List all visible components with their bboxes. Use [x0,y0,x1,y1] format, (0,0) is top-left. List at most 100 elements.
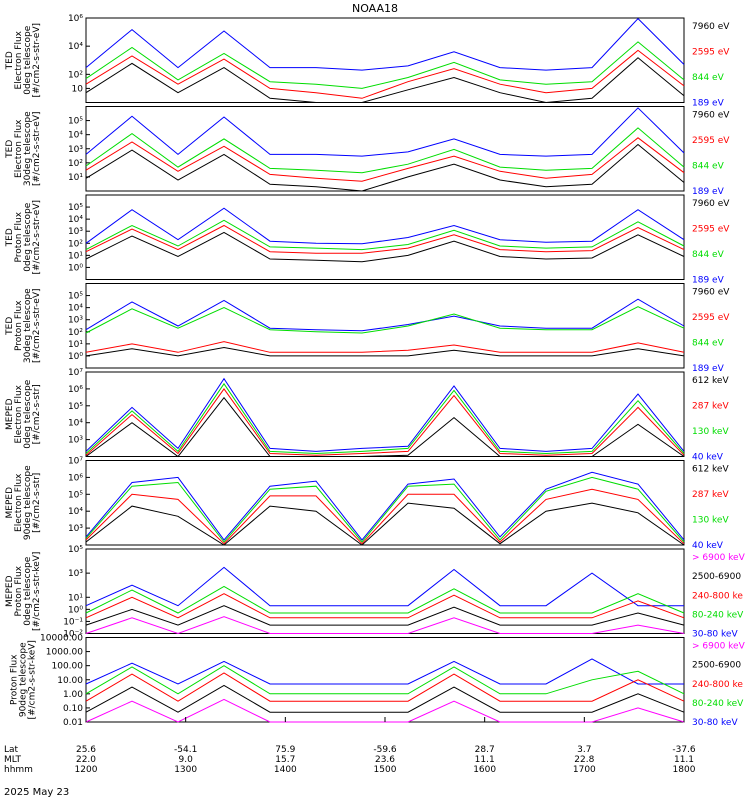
series-line-magenta [85,616,685,635]
y-tick-label: 10³ [68,227,83,237]
y-tick-label: 10000.00 [40,634,83,644]
legend-entry: 30-80 keV [692,718,738,728]
footer-hhmm-value: 1300 [174,765,197,775]
series-line-green [85,585,685,614]
y-tick-label: 1.00 [63,690,83,700]
y-axis-label: MEPED [5,398,15,430]
y-axis-label: [#/cm2-s-str-eV] [32,111,42,186]
series-line-black [85,57,685,104]
y-axis-label: [#/cm2-s-str-eV] [32,23,42,98]
y-tick-label: 10⁷ [68,457,83,467]
series-line-black [85,346,685,357]
legend-entry: 40 keV [692,541,724,551]
series-line-black [85,143,685,192]
footer-lat-value: 3.7 [577,745,591,755]
y-axis-label: Proton Flux [14,211,24,262]
series-line-red [85,388,685,456]
panel-frame [85,17,685,103]
y-tick-label: 10⁵ [68,545,83,555]
series-line-red [85,224,685,254]
panel-5: 10³ 10⁴ 10⁵ 10⁶ 10⁷ MEPED Electron Flux 0deg te… [5,368,729,463]
series-line-green [85,127,685,174]
panel-1: 10 10² 10⁴ 10⁶ TED Electron Flux 0deg telescop… [5,14,730,109]
y-tick-label: 10⁵ [68,490,83,500]
y-tick-label: 10¹ [68,593,83,603]
footer-mlt-value: 22.8 [574,755,594,765]
legend-entry: 2595 eV [692,48,730,58]
legend-entry: 30-80 keV [692,630,738,640]
y-axis-label: 0deg telescope [23,202,33,272]
y-axis-label: [#/cm2-s-str-eV] [32,288,42,363]
panel-4: 10⁰ 10¹ 10² 10³ 10⁴ 10⁵ TED Proton Flux 30deg te… [5,283,730,374]
series-line-red [85,488,685,545]
legend-entry: 130 keV [692,427,729,437]
footer-lat-value: 25.6 [76,745,96,755]
y-axis-label: Electron Flux [14,384,24,443]
y-tick-label: 10³ [68,436,83,446]
series-line-blue [85,207,685,245]
series-line-blue [85,377,685,452]
y-tick-label: 10⁻¹ [63,617,83,627]
series-line-black [85,605,685,626]
legend-entry: 130 keV [692,516,729,526]
series-line-blue [85,107,685,157]
panel-frame [85,371,685,457]
series-line-green [85,41,685,89]
legend-entry: 2595 eV [692,225,730,235]
panel-7: 10⁻² 10⁻¹ 10⁰ 10¹ 10³ 10⁵ MEPED Proton Flux 0deg… [5,545,746,640]
series-line-green [85,306,685,334]
y-axis-label: Proton Flux [10,654,20,705]
series-line-green [85,476,685,543]
y-tick-label: 10⁴ [68,304,83,314]
footer-hhmm-value: 1400 [274,765,297,775]
y-axis-label: 90deg telescope [19,642,29,717]
footer-lat-value: -59.6 [373,745,397,755]
y-tick-label: 10⁰ [68,352,83,362]
y-axis-label: Proton Flux [14,300,24,351]
footer-lat-value: -54.1 [174,745,197,755]
y-tick-label: 10¹ [68,251,83,261]
date-label: 2025 May 23 [4,787,69,798]
series-line-red [85,341,685,353]
y-axis-label: Electron Flux [14,119,24,178]
series-line-blue [85,658,684,685]
y-tick-label: 10⁴ [68,131,83,141]
y-tick-label: 10⁶ [68,473,83,483]
y-axis-label: Electron Flux [14,473,24,532]
y-axis-label: 0deg telescope [23,25,33,95]
y-tick-label: 10⁴ [68,215,83,225]
footer-mlt-value: 23.6 [375,755,395,765]
y-axis-label: Electron Flux [14,30,24,89]
footer-hhmm-value: 1200 [75,765,98,775]
y-axis-label: TED [5,317,15,336]
footer-row-label: hhmm [4,765,33,775]
series-line-blue [85,17,685,71]
y-axis-label: Proton Flux [14,565,24,616]
y-tick-label: 0.01 [63,718,83,728]
legend-entry: 844 eV [692,339,725,349]
y-tick-label: 10² [68,159,83,169]
legend-entry: 240-800 ke [692,591,743,601]
series-line-green [85,665,685,695]
series-line-black [85,396,685,458]
legend-entry: 612 keV [692,376,729,386]
footer-row-label: MLT [4,755,22,765]
legend-entry: 7960 eV [692,199,730,209]
legend-entry: > 6900 keV [692,642,746,652]
y-tick-label: 10.00 [57,676,83,686]
y-tick-label: 10⁴ [68,419,83,429]
y-axis-label: [#/cm2-s-str-eV] [32,200,42,275]
legend-entry: 844 eV [692,162,725,172]
y-axis-label: [#/cm2-s-str-keV] [28,640,38,719]
panel-3: 10⁰ 10¹ 10² 10³ 10⁴ 10⁵ TED Proton Flux 0deg tel… [5,194,730,286]
y-tick-label: 10³ [68,569,83,579]
footer-hhmm-value: 1800 [673,765,696,775]
y-axis-label: 90deg telescope [23,465,33,540]
y-axis-label: 0deg telescope [23,556,33,626]
series-line-red [85,593,685,619]
panel-frame [85,548,685,634]
legend-entry: 287 keV [692,490,729,500]
